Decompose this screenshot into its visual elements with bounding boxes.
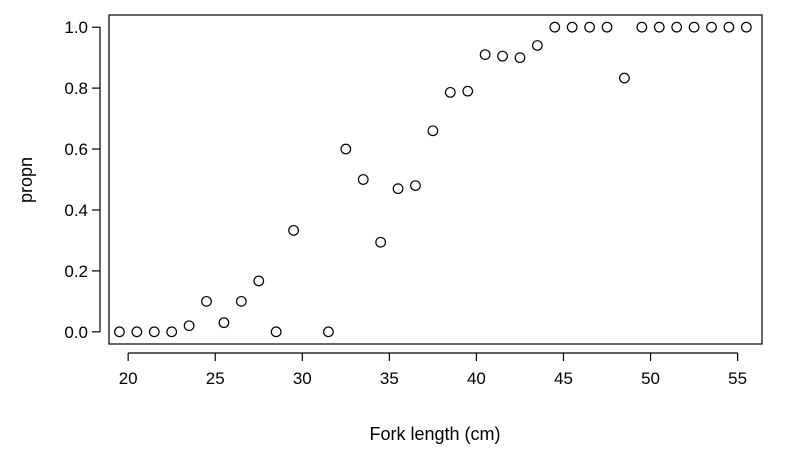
data-point bbox=[357, 174, 369, 185]
data-point bbox=[410, 180, 421, 191]
data-point bbox=[531, 40, 543, 51]
x-tick-label: 35 bbox=[380, 369, 399, 388]
data-point bbox=[288, 224, 299, 236]
y-tick-label: 0.2 bbox=[64, 262, 88, 281]
data-point bbox=[584, 21, 596, 33]
data-point bbox=[270, 326, 282, 338]
x-tick-label: 25 bbox=[206, 369, 225, 388]
data-point bbox=[549, 21, 561, 33]
plot-frame bbox=[108, 14, 763, 345]
data-point bbox=[636, 21, 648, 33]
y-tick-label: 0.0 bbox=[64, 323, 88, 342]
x-axis-label: Fork length (cm) bbox=[369, 424, 500, 444]
data-point bbox=[235, 295, 247, 307]
data-point bbox=[514, 52, 526, 64]
data-point bbox=[114, 326, 125, 338]
data-point bbox=[566, 21, 578, 33]
data-point bbox=[688, 21, 700, 33]
data-point bbox=[253, 275, 265, 287]
data-point bbox=[148, 326, 160, 338]
y-tick-label: 0.4 bbox=[64, 201, 88, 220]
data-point bbox=[340, 143, 352, 155]
y-axis-label: propn bbox=[16, 157, 36, 203]
data-point bbox=[706, 21, 717, 33]
data-point bbox=[166, 326, 178, 338]
x-tick-label: 50 bbox=[641, 369, 660, 388]
x-tick-label: 55 bbox=[728, 369, 747, 388]
y-tick-label: 1.0 bbox=[64, 18, 88, 37]
x-tick-label: 30 bbox=[293, 369, 312, 388]
data-point bbox=[183, 320, 195, 332]
data-point bbox=[601, 21, 613, 33]
data-point bbox=[740, 21, 752, 33]
data-point bbox=[201, 295, 212, 307]
data-point bbox=[671, 21, 683, 33]
data-point bbox=[392, 183, 404, 195]
data-point bbox=[427, 125, 439, 137]
data-point bbox=[323, 326, 334, 338]
data-points bbox=[114, 21, 752, 338]
data-point bbox=[653, 21, 665, 33]
y-tick-label: 0.8 bbox=[64, 79, 88, 98]
data-point bbox=[479, 49, 491, 61]
y-axis: 0.0 0.2 0.4 0.6 0.8 1.0 bbox=[64, 18, 101, 342]
x-tick-label: 40 bbox=[467, 369, 486, 388]
x-tick-label: 45 bbox=[554, 369, 573, 388]
y-tick-label: 0.6 bbox=[64, 140, 88, 159]
data-point bbox=[723, 21, 735, 33]
data-point bbox=[131, 326, 143, 338]
data-point bbox=[375, 236, 387, 248]
data-point bbox=[462, 85, 474, 97]
data-point bbox=[497, 50, 508, 62]
data-point bbox=[444, 86, 456, 98]
data-point bbox=[619, 72, 630, 84]
data-point bbox=[218, 317, 230, 329]
x-tick-label: 20 bbox=[119, 369, 138, 388]
x-axis: 20 25 30 35 40 45 50 55 bbox=[119, 352, 747, 388]
